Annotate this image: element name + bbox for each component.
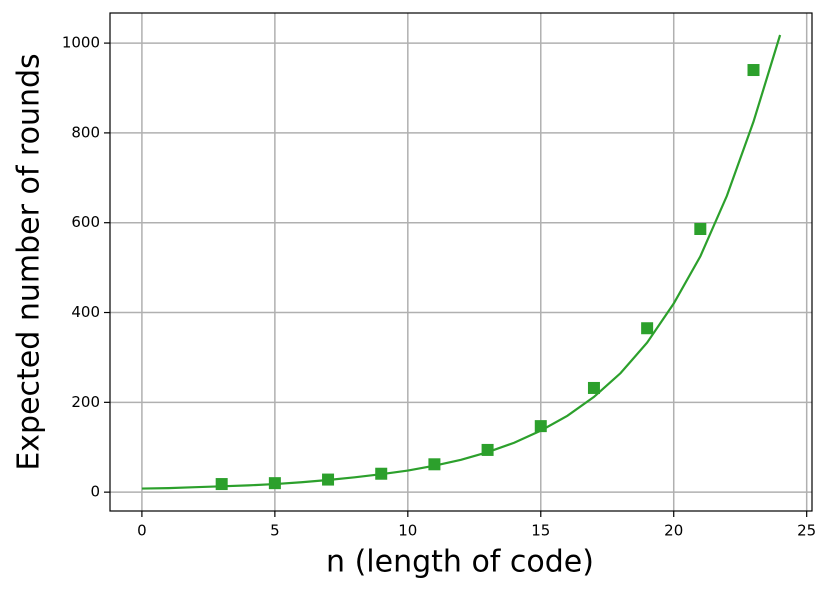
x-tick-label: 10 — [398, 522, 417, 540]
data-point — [534, 420, 547, 433]
x-tick-label: 20 — [664, 522, 683, 540]
y-tick-label: 1000 — [62, 34, 100, 52]
plot-frame — [109, 12, 813, 512]
y-tick-label: 0 — [90, 483, 100, 501]
data-point — [481, 443, 494, 456]
x-tick-label: 25 — [797, 522, 816, 540]
y-tick-label: 800 — [71, 123, 100, 141]
data-point — [587, 381, 600, 394]
data-point — [747, 64, 760, 77]
fit-curve — [141, 34, 782, 490]
x-tick-label: 5 — [270, 522, 280, 540]
y-axis-label: Expected number of rounds — [12, 53, 47, 470]
data-point — [694, 222, 707, 235]
data-point — [428, 458, 441, 471]
data-point — [215, 478, 228, 491]
x-tick-label: 0 — [137, 522, 147, 540]
data-point — [641, 322, 654, 335]
data-point — [268, 477, 281, 490]
y-tick-label: 200 — [71, 393, 100, 411]
y-tick-label: 400 — [71, 303, 100, 321]
x-axis-label: n (length of code) — [326, 545, 594, 580]
y-tick-label: 600 — [71, 213, 100, 231]
x-tick-label: 15 — [531, 522, 550, 540]
data-point — [375, 467, 388, 480]
data-point — [322, 473, 335, 486]
